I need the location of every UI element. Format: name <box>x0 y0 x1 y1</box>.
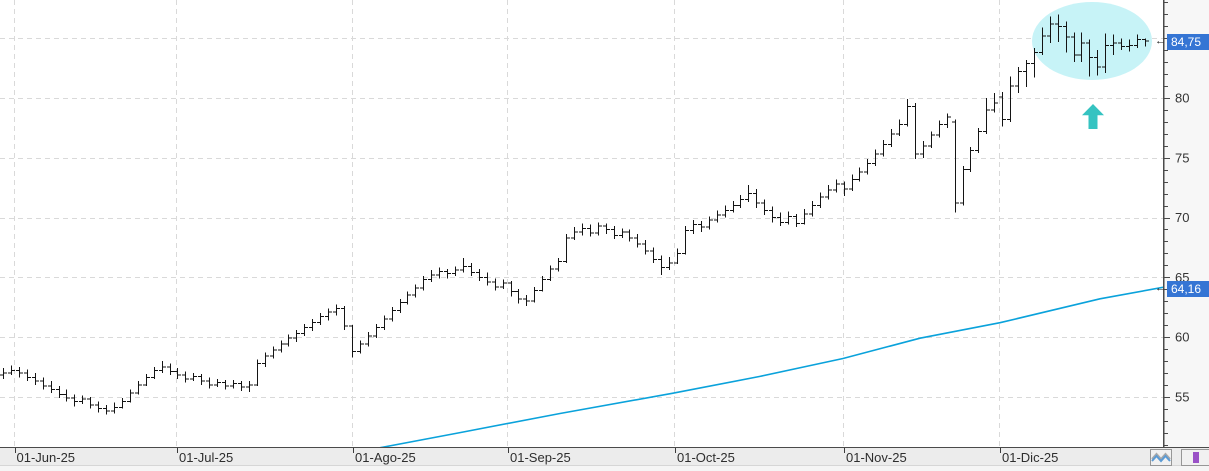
date-axis-tick <box>353 448 354 453</box>
ma-value-badge: 64,16 <box>1167 281 1209 297</box>
price-axis-ticks <box>1164 2 1170 446</box>
date-axis-label: 01-Ago-25 <box>355 450 416 465</box>
date-axis-tick <box>177 448 178 453</box>
date-axis-label: 01-Jul-25 <box>179 450 234 465</box>
date-axis-label: 01-Dic-25 <box>1002 450 1059 465</box>
svg-text:55: 55 <box>1175 389 1189 404</box>
svg-text:70: 70 <box>1175 210 1189 225</box>
last-price-pointer-icon: ← <box>1155 35 1166 47</box>
date-axis-tick <box>1000 448 1001 453</box>
ma-value-pointer-icon: ← <box>1155 282 1166 294</box>
last-price-badge: 84,75 <box>1167 34 1209 50</box>
gridlines <box>0 0 1163 448</box>
date-axis-tick <box>508 448 509 453</box>
status-strip <box>0 465 1209 471</box>
date-axis-label: 01-Nov-25 <box>846 450 907 465</box>
date-axis-label: 01-Oct-25 <box>677 450 735 465</box>
purple-candle-icon <box>1193 452 1199 463</box>
zigzag-indicator-button[interactable] <box>1150 449 1172 466</box>
moving-average-line <box>377 286 1163 448</box>
date-axis[interactable]: 01-Jun-25 01-Jul-25 01-Ago-25 01-Sep-25 01-O… <box>0 447 1209 465</box>
svg-text:75: 75 <box>1175 150 1189 165</box>
candlestick-style-button[interactable] <box>1181 449 1209 466</box>
zigzag-line-icon <box>1151 452 1171 463</box>
svg-text:60: 60 <box>1175 330 1189 345</box>
highlight-ellipse <box>1032 2 1152 80</box>
buy-signal-up-arrow-icon <box>1082 104 1104 129</box>
price-chart-plot-area[interactable] <box>0 0 1163 448</box>
date-axis-tick <box>14 448 16 453</box>
date-axis-label: 01-Sep-25 <box>510 450 571 465</box>
date-axis-tick <box>844 448 845 453</box>
date-axis-tick <box>675 448 676 453</box>
svg-text:80: 80 <box>1175 91 1189 106</box>
ohlc-price-bars <box>0 14 1149 415</box>
date-axis-label: 01-Jun-25 <box>16 450 76 465</box>
